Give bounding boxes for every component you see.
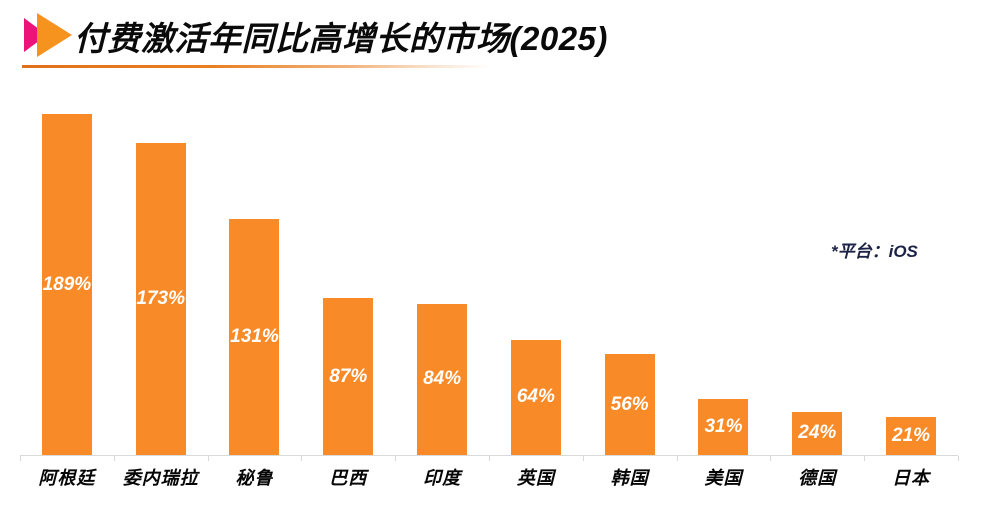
category-label: 英国	[516, 468, 555, 488]
bar: 189%	[41, 114, 92, 455]
bar-slot: 173%	[114, 100, 208, 455]
bar-value-label: 24%	[798, 422, 837, 444]
bar-value-label: 173%	[136, 288, 185, 310]
bar-slot: 21%	[864, 100, 958, 455]
axis-tick	[582, 456, 584, 461]
bar-value-label: 87%	[329, 365, 368, 387]
bar-slot: 24%	[770, 100, 864, 455]
bar: 31%	[698, 399, 749, 455]
bar-slot: 131%	[208, 100, 302, 455]
bar-slot: 64%	[489, 100, 583, 455]
axis-tick	[958, 456, 959, 461]
bar-value-label: 84%	[423, 368, 462, 390]
orange-triangle	[37, 13, 72, 57]
axis-tick	[770, 456, 772, 461]
axis-tick	[207, 456, 209, 461]
bar: 64%	[510, 339, 561, 455]
category-label: 印度	[423, 468, 462, 488]
bar: 24%	[792, 411, 843, 455]
pink-triangle	[24, 18, 47, 52]
category-label: 韩国	[610, 468, 649, 488]
category-label: 秘鲁	[235, 468, 274, 488]
bar: 131%	[229, 218, 280, 455]
plot-area: 189% 173% 131% 87% 84% 64% 56% 31% 24% 21%	[20, 100, 959, 461]
axis-tick	[301, 456, 303, 461]
bar: 56%	[604, 354, 655, 455]
bar-value-label: 131%	[230, 325, 279, 347]
bar: 21%	[886, 417, 937, 455]
category-label: 巴西	[329, 468, 368, 488]
bar-value-label: 31%	[704, 416, 743, 438]
bar-value-label: 64%	[516, 386, 555, 408]
page-title: 付费激活年同比高增长的市场(2025)	[74, 20, 608, 57]
bar-slot: 87%	[301, 100, 395, 455]
category-label: 德国	[798, 468, 837, 488]
axis-tick	[395, 456, 397, 461]
bar: 87%	[323, 298, 374, 455]
bar-slot: 56%	[583, 100, 677, 455]
category-label: 日本	[892, 468, 931, 488]
category-label: 阿根廷	[38, 468, 96, 488]
title-underline	[22, 65, 490, 68]
bar-slot: 84%	[395, 100, 489, 455]
axis-tick	[20, 456, 21, 461]
bar: 84%	[417, 303, 468, 455]
category-label: 美国	[704, 468, 743, 488]
platform-note: *平台：iOS	[831, 242, 918, 261]
bar-value-label: 56%	[610, 393, 649, 415]
bar-slot: 31%	[677, 100, 771, 455]
category-row: 阿根廷 委内瑞拉 秘鲁 巴西 印度 英国 韩国 美国 德国 日本	[20, 464, 958, 490]
axis-tick	[864, 456, 866, 461]
axis-tick	[676, 456, 678, 461]
bar-value-label: 21%	[892, 425, 931, 447]
category-label: 委内瑞拉	[122, 468, 199, 488]
bar: 173%	[135, 143, 186, 455]
axis-tick	[113, 456, 115, 461]
axis-tick	[489, 456, 490, 461]
bar-value-label: 189%	[42, 273, 92, 295]
title-arrows-icon	[24, 13, 72, 57]
bar-slot: 189%	[20, 100, 114, 455]
